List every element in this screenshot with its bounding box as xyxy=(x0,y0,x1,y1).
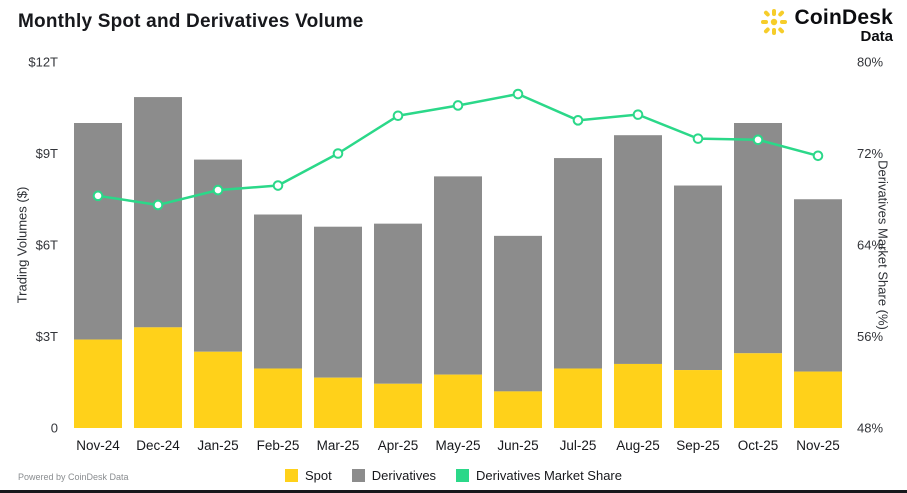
x-axis-label-Dec-24: Dec-24 xyxy=(136,438,180,453)
bar-spot-Dec-24 xyxy=(134,327,182,428)
right-axis-tick: 72% xyxy=(857,146,883,161)
bar-spot-Nov-24 xyxy=(74,339,122,428)
left-axis-tick: $9T xyxy=(36,146,58,161)
bar-derivatives-Nov-25 xyxy=(794,199,842,372)
coindesk-logo-icon xyxy=(759,7,789,42)
x-axis-label-Jun-25: Jun-25 xyxy=(497,438,538,453)
market-share-point-Mar-25 xyxy=(332,148,344,159)
bar-derivatives-Mar-25 xyxy=(314,226,362,378)
right-axis-tick: 56% xyxy=(857,329,883,344)
legend-swatch xyxy=(351,469,365,482)
bar-derivatives-Apr-25 xyxy=(374,223,422,384)
bar-derivatives-Jun-25 xyxy=(494,235,542,392)
market-share-point-Sep-25 xyxy=(692,133,704,144)
bar-spot-Jun-25 xyxy=(494,391,542,428)
brand-name: CoinDesk xyxy=(794,6,893,29)
bar-derivatives-Dec-24 xyxy=(134,97,182,328)
left-axis-tick: $12T xyxy=(28,55,58,70)
right-axis-tick: 48% xyxy=(857,421,883,436)
chart-title: Monthly Spot and Derivatives Volume xyxy=(18,11,364,32)
left-axis-tick: $3T xyxy=(36,329,58,344)
x-axis-label-Jul-25: Jul-25 xyxy=(560,438,597,453)
bar-derivatives-Jul-25 xyxy=(554,158,602,369)
x-axis-label-Nov-24: Nov-24 xyxy=(76,438,120,453)
market-share-point-Jan-25 xyxy=(212,184,224,196)
bar-derivatives-Oct-25 xyxy=(734,123,782,354)
bar-spot-Jan-25 xyxy=(194,351,242,428)
market-share-point-Nov-24 xyxy=(92,190,104,202)
bar-spot-Apr-25 xyxy=(374,383,422,428)
powered-by-text: Powered by CoinDesk Data xyxy=(18,472,129,482)
left-axis-tick: 0 xyxy=(51,421,58,436)
x-axis-label-Jan-25: Jan-25 xyxy=(197,438,238,453)
x-axis-label-Nov-25: Nov-25 xyxy=(796,438,840,453)
x-axis-label-Mar-25: Mar-25 xyxy=(317,438,360,453)
bar-spot-May-25 xyxy=(434,374,482,428)
x-axis-label-May-25: May-25 xyxy=(435,438,480,453)
bar-spot-Oct-25 xyxy=(734,353,782,428)
market-share-point-Nov-25 xyxy=(812,150,824,162)
chart-legend: Spot Derivatives Derivatives Market Share xyxy=(0,468,907,483)
bar-spot-Mar-25 xyxy=(314,377,362,428)
legend-item-spot: Spot xyxy=(285,468,332,483)
bar-derivatives-Nov-24 xyxy=(74,123,122,340)
bar-spot-Aug-25 xyxy=(614,363,662,428)
bar-derivatives-Aug-25 xyxy=(614,135,662,364)
bar-derivatives-May-25 xyxy=(434,176,482,375)
x-axis-label-Feb-25: Feb-25 xyxy=(257,438,300,453)
market-share-point-Jul-25 xyxy=(572,115,584,126)
market-share-point-Jun-25 xyxy=(512,88,524,100)
x-axis-label-Aug-25: Aug-25 xyxy=(616,438,660,453)
bar-spot-Feb-25 xyxy=(254,368,302,428)
market-share-point-Apr-25 xyxy=(392,110,404,122)
right-axis-tick: 64% xyxy=(857,238,883,253)
brand-text: CoinDesk Data xyxy=(794,6,893,46)
bar-spot-Nov-25 xyxy=(794,371,842,428)
legend-swatch xyxy=(456,469,470,482)
bar-spot-Sep-25 xyxy=(674,370,722,428)
x-axis-label-Apr-25: Apr-25 xyxy=(378,438,419,453)
legend-label: Spot xyxy=(305,468,332,483)
coindesk-brand: CoinDesk Data xyxy=(759,6,893,46)
market-share-point-May-25 xyxy=(452,100,464,111)
market-share-point-Oct-25 xyxy=(752,134,764,146)
legend-label: Derivatives Market Share xyxy=(476,468,622,483)
x-axis-label-Oct-25: Oct-25 xyxy=(738,438,779,453)
right-axis-tick: 80% xyxy=(857,55,883,70)
brand-sub: Data xyxy=(860,28,893,46)
legend-item-derivatives-market-share: Derivatives Market Share xyxy=(456,468,622,483)
bar-derivatives-Feb-25 xyxy=(254,214,302,369)
market-share-point-Feb-25 xyxy=(272,180,284,191)
legend-item-derivatives: Derivatives xyxy=(351,468,437,483)
legend-label: Derivatives xyxy=(371,468,437,483)
bar-spot-Jul-25 xyxy=(554,368,602,428)
left-axis-tick: $6T xyxy=(36,238,58,253)
market-share-point-Dec-24 xyxy=(152,199,164,211)
market-share-point-Aug-25 xyxy=(632,109,644,120)
bar-derivatives-Sep-25 xyxy=(674,185,722,371)
legend-swatch xyxy=(285,469,298,482)
x-axis-label-Sep-25: Sep-25 xyxy=(676,438,720,453)
